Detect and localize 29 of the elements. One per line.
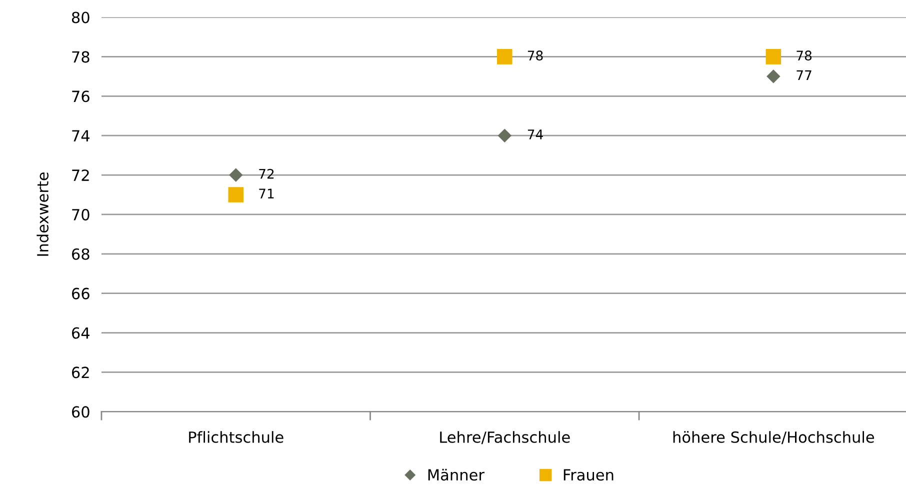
- y-tick-label: 74: [72, 130, 90, 142]
- point: [766, 70, 780, 84]
- y-tick-label: 62: [72, 366, 89, 378]
- point: [228, 187, 244, 202]
- y-tick-label: 78: [72, 51, 90, 63]
- y-tick-label: 64: [72, 327, 90, 339]
- y-tick-label: 80: [72, 12, 90, 24]
- data-label: 78: [528, 50, 543, 61]
- legend-label: Frauen: [564, 469, 614, 481]
- y-tick-label: 72: [72, 169, 89, 181]
- point: [766, 49, 782, 64]
- y-tick-label: 60: [72, 406, 90, 418]
- data-label: 77: [796, 70, 812, 80]
- x-tick-label: höhere Schule/Hochschule: [673, 431, 874, 444]
- data-label: 74: [528, 130, 543, 140]
- data-label: 71: [259, 188, 274, 198]
- y-axis-title: Indexwerte: [36, 172, 49, 256]
- y-tick-label: 70: [72, 208, 90, 220]
- y-tick-label: 66: [72, 288, 90, 300]
- point: [497, 49, 512, 64]
- data-label: 72: [259, 168, 274, 179]
- data-label: 78: [796, 50, 812, 61]
- x-tick-label: Lehre/Fachschule: [440, 431, 570, 444]
- y-tick-label: 76: [72, 90, 90, 102]
- y-tick-label: 68: [72, 248, 90, 260]
- x-tick-label: Pflichtschule: [189, 431, 284, 443]
- point: [228, 168, 243, 182]
- point: [498, 128, 512, 142]
- legend-label: Männer: [428, 468, 484, 481]
